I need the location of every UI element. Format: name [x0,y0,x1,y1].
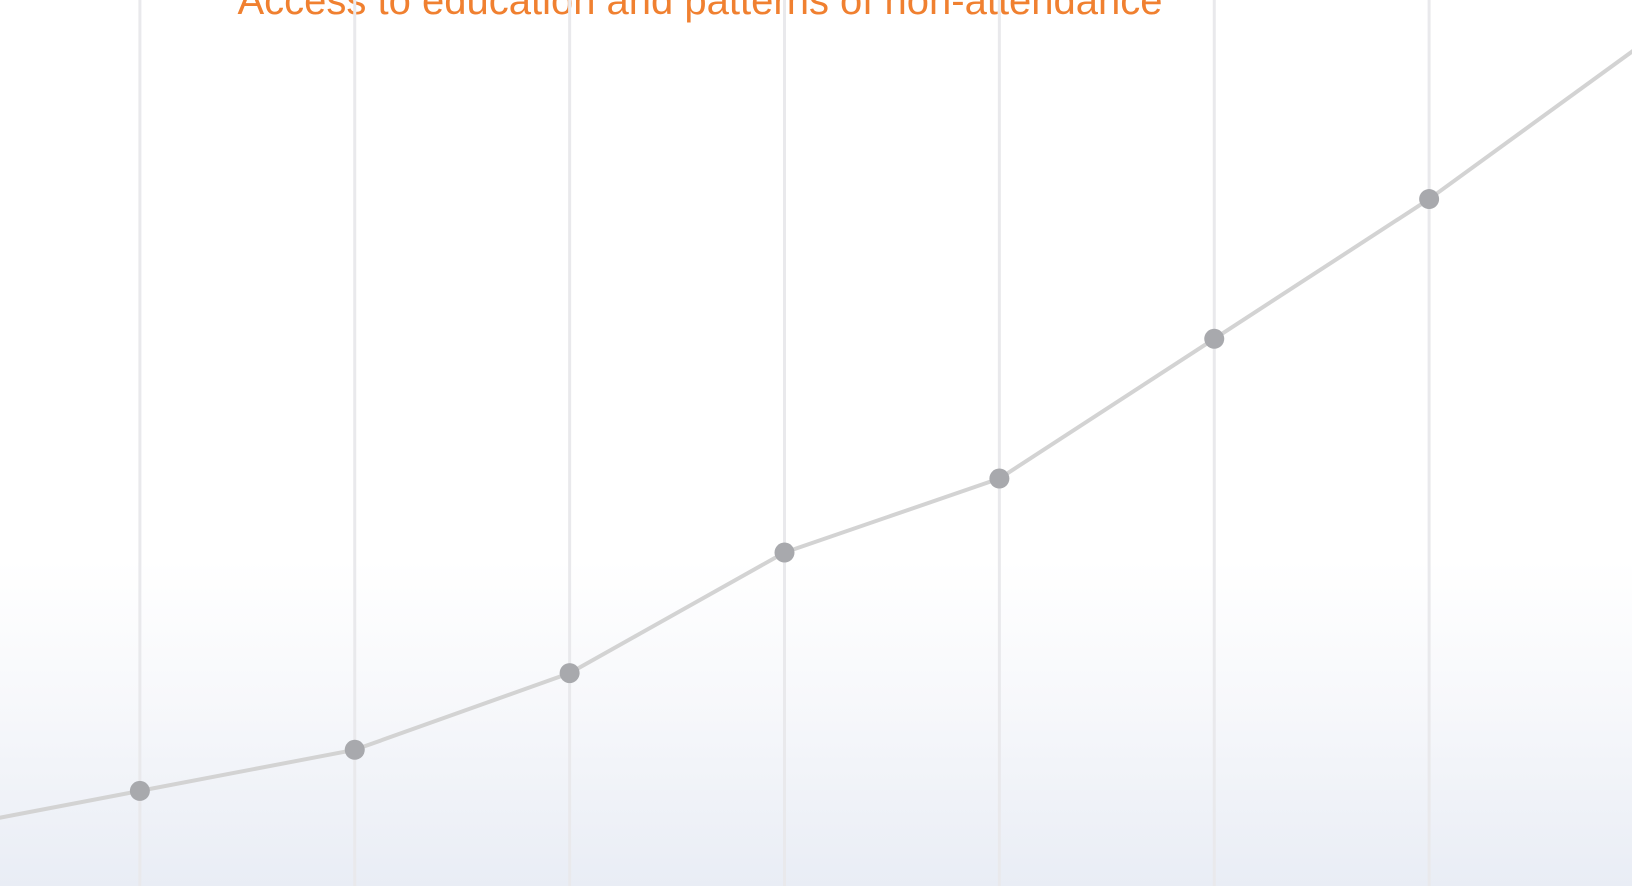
series-line-1 [0,49,1632,820]
data-point-7 [1419,189,1440,210]
data-point-2 [344,739,365,760]
grid-lines [138,0,1431,886]
data-point-3 [559,663,580,684]
data-point-6 [1204,328,1225,349]
data-point-4 [774,542,795,563]
chart-title: Access to education and patterns of non-… [237,0,1163,23]
data-points [129,189,1440,801]
data-point-5 [989,468,1010,489]
data-point-1 [129,780,150,801]
series-lines [0,49,1632,820]
